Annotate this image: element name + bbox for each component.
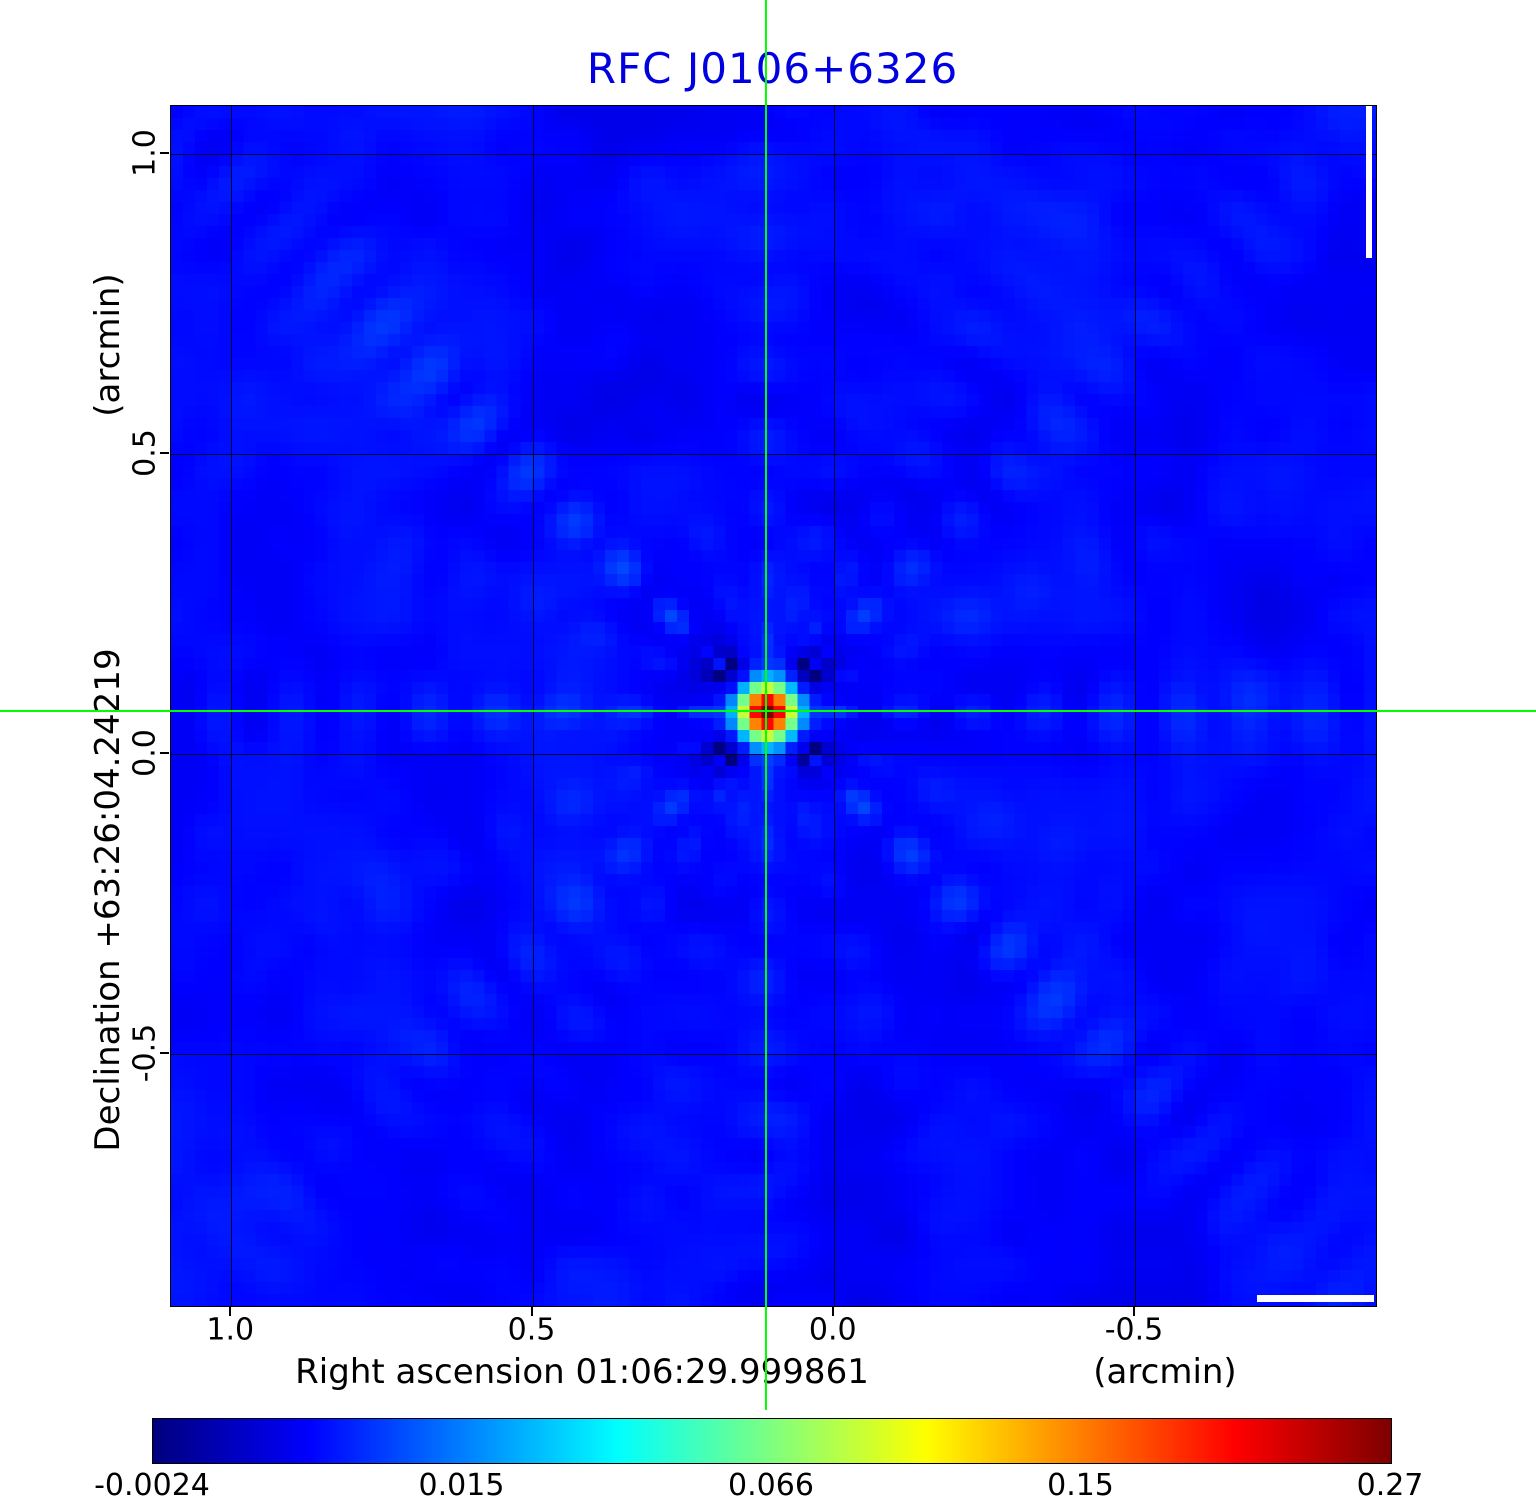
x-tick-label: 1.0 <box>206 1312 255 1348</box>
colorbar-gradient <box>153 1419 1391 1463</box>
x-axis-units-label: (arcmin) <box>1093 1352 1237 1392</box>
gridline-horizontal <box>171 154 1376 155</box>
y-tick-label: 1.0 <box>127 129 163 177</box>
gridline-horizontal <box>171 754 1376 755</box>
colorbar-tick-label: 0.27 <box>1356 1468 1424 1503</box>
x-axis-label: Right ascension 01:06:29.999861 <box>295 1352 869 1392</box>
gridline-horizontal <box>171 454 1376 455</box>
colorbar-tick-labels: -0.0024 0.015 0.066 0.15 0.27 <box>94 1468 1423 1504</box>
image-artifact-top-right <box>1366 106 1372 258</box>
y-tick-mark <box>160 152 169 154</box>
y-tick-label: 0.5 <box>127 429 163 477</box>
gridline-vertical <box>833 106 835 1306</box>
x-tick-label: 0.5 <box>507 1312 556 1348</box>
x-tick-label: 0.0 <box>808 1312 857 1348</box>
y-tick-labels: 1.0 0.5 0.0 -0.5 <box>122 105 168 1305</box>
colorbar-tick-label: 0.066 <box>728 1468 814 1503</box>
y-tick-label: 0.0 <box>127 729 163 777</box>
gridlines <box>171 106 1376 1306</box>
x-tick-mark <box>530 1307 533 1316</box>
gridline-horizontal <box>171 1054 1376 1055</box>
x-tick-label: -0.5 <box>1104 1312 1164 1348</box>
gridline-vertical <box>1135 106 1136 1306</box>
plot-title: RFC J0106+6326 <box>586 44 959 93</box>
y-tick-mark <box>160 752 169 754</box>
colorbar <box>152 1418 1392 1464</box>
y-tick-mark <box>160 1052 169 1054</box>
colorbar-tick-label: 0.015 <box>418 1468 505 1503</box>
y-tick-mark <box>160 452 169 454</box>
crosshair-vertical-line <box>765 0 768 1410</box>
crosshair-horizontal-line <box>0 710 1536 712</box>
x-tick-mark <box>229 1307 232 1316</box>
image-artifact-bottom-right <box>1257 1295 1374 1302</box>
colorbar-tick-label: 0.15 <box>1047 1468 1114 1503</box>
gridline-vertical <box>231 106 233 1306</box>
heatmap-canvas <box>171 106 1376 1306</box>
x-tick-mark <box>831 1307 834 1316</box>
x-tick-mark <box>1133 1307 1135 1316</box>
x-tick-labels: 1.0 0.5 0.0 -0.5 <box>170 1312 1375 1348</box>
colorbar-tick-label: -0.0024 <box>94 1468 210 1503</box>
gridline-vertical <box>532 106 534 1306</box>
plot-area <box>170 105 1377 1307</box>
y-tick-label: -0.5 <box>127 1023 163 1083</box>
